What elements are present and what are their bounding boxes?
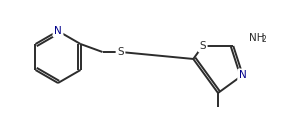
Text: NH: NH — [249, 33, 265, 43]
Text: 2: 2 — [262, 36, 266, 44]
Text: N: N — [54, 26, 62, 36]
Text: N: N — [239, 70, 247, 80]
Text: S: S — [200, 41, 206, 51]
Text: S: S — [117, 47, 124, 57]
